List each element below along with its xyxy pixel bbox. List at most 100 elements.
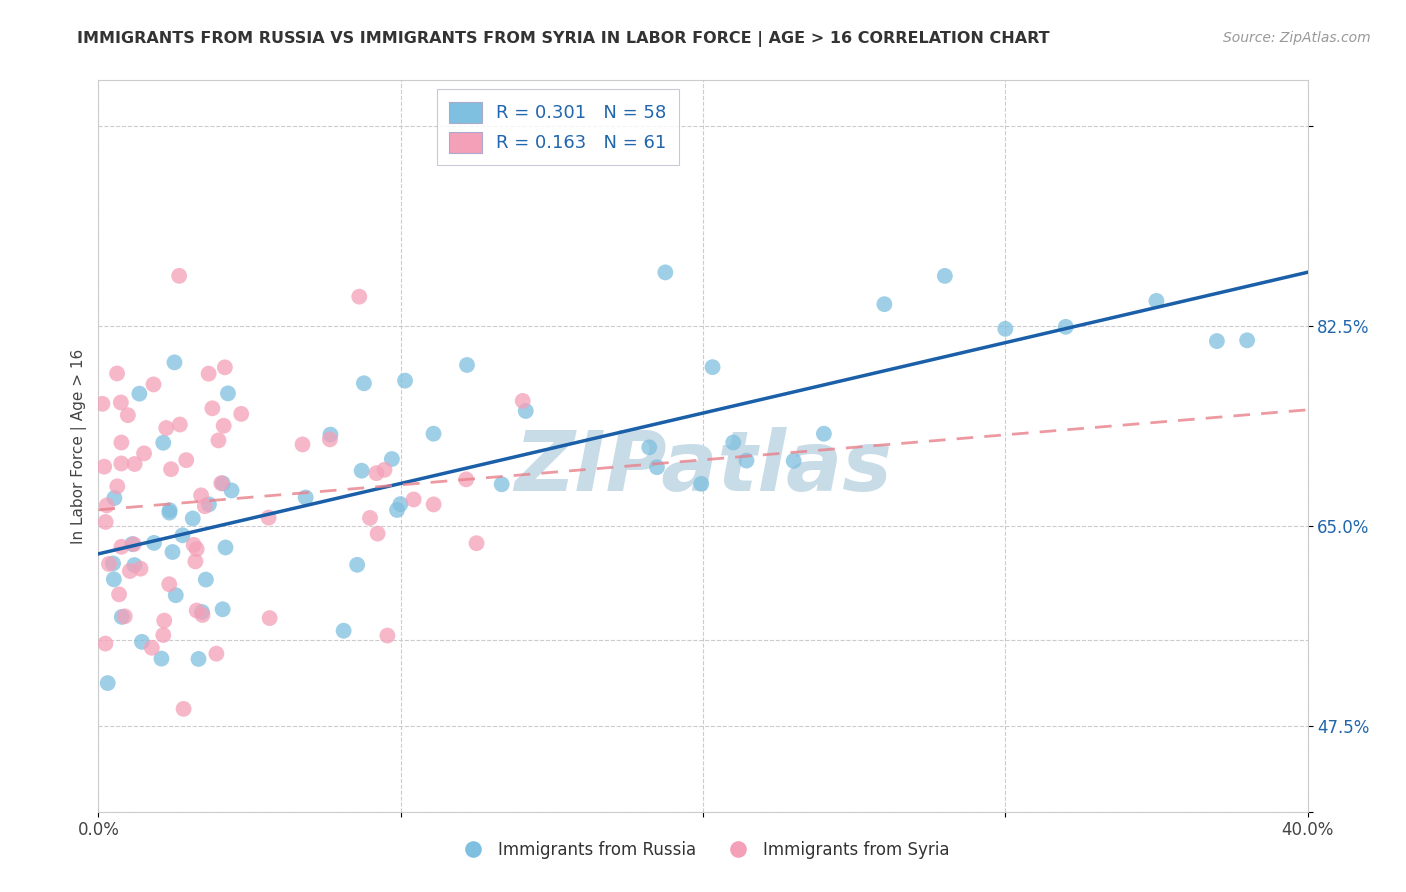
Point xyxy=(212,418,235,433)
Point xyxy=(159,506,181,520)
Point xyxy=(214,360,236,375)
Point xyxy=(377,628,399,642)
Y-axis label: In Labor Force | Age > 16: In Labor Force | Age > 16 xyxy=(72,349,87,543)
Point xyxy=(813,426,835,441)
Point xyxy=(359,511,381,525)
Point xyxy=(153,614,176,628)
Point xyxy=(783,454,806,468)
Point xyxy=(194,573,217,587)
Point xyxy=(118,564,141,578)
Point xyxy=(187,652,209,666)
Point xyxy=(198,497,221,511)
Point xyxy=(105,479,128,493)
Point xyxy=(209,476,232,491)
Point xyxy=(994,322,1017,336)
Point xyxy=(201,401,224,416)
Point xyxy=(96,499,118,513)
Point xyxy=(402,492,425,507)
Point xyxy=(515,404,537,418)
Point xyxy=(367,526,389,541)
Point xyxy=(366,466,388,480)
Point xyxy=(422,497,444,511)
Point xyxy=(181,511,204,525)
Point xyxy=(207,434,229,448)
Point xyxy=(184,554,207,568)
Point xyxy=(349,290,371,304)
Point xyxy=(638,440,661,454)
Point xyxy=(91,397,114,411)
Point xyxy=(690,476,713,491)
Point xyxy=(332,624,354,638)
Point xyxy=(121,537,143,551)
Point xyxy=(162,545,184,559)
Point xyxy=(394,374,416,388)
Point xyxy=(389,497,412,511)
Point xyxy=(214,541,236,555)
Point xyxy=(173,702,195,716)
Point xyxy=(167,268,190,283)
Point xyxy=(132,446,155,460)
Point xyxy=(1144,293,1167,308)
Point xyxy=(155,421,177,435)
Text: IMMIGRANTS FROM RUSSIA VS IMMIGRANTS FROM SYRIA IN LABOR FORCE | AGE > 16 CORREL: IMMIGRANTS FROM RUSSIA VS IMMIGRANTS FRO… xyxy=(77,31,1050,47)
Point xyxy=(385,503,408,517)
Point xyxy=(373,463,395,477)
Point xyxy=(111,610,134,624)
Point xyxy=(93,459,115,474)
Point xyxy=(142,377,165,392)
Point xyxy=(183,538,205,552)
Point xyxy=(97,676,120,690)
Point xyxy=(194,500,217,514)
Point xyxy=(141,640,163,655)
Point xyxy=(124,558,146,573)
Point xyxy=(110,540,132,554)
Point xyxy=(319,433,342,447)
Point xyxy=(124,457,146,471)
Point xyxy=(257,510,280,524)
Point xyxy=(172,528,194,542)
Point xyxy=(103,572,125,586)
Point xyxy=(105,367,128,381)
Point xyxy=(97,557,120,571)
Point xyxy=(259,611,281,625)
Point xyxy=(291,437,314,451)
Point xyxy=(110,435,132,450)
Point xyxy=(101,557,124,571)
Point xyxy=(873,297,896,311)
Point xyxy=(934,268,956,283)
Point xyxy=(94,515,117,529)
Legend: Immigrants from Russia, Immigrants from Syria: Immigrants from Russia, Immigrants from … xyxy=(450,834,956,865)
Point xyxy=(645,460,668,475)
Point xyxy=(456,472,478,486)
Point xyxy=(723,435,745,450)
Point xyxy=(191,605,214,619)
Text: Source: ZipAtlas.com: Source: ZipAtlas.com xyxy=(1223,31,1371,45)
Point xyxy=(129,562,152,576)
Point xyxy=(122,537,145,551)
Point xyxy=(169,417,191,432)
Point xyxy=(205,647,228,661)
Point xyxy=(159,503,181,517)
Point xyxy=(190,488,212,502)
Point xyxy=(512,393,534,408)
Point xyxy=(160,462,183,476)
Point xyxy=(294,491,316,505)
Point xyxy=(103,491,125,505)
Point xyxy=(150,651,173,665)
Point xyxy=(186,542,208,557)
Point xyxy=(163,355,186,369)
Point xyxy=(211,602,233,616)
Point xyxy=(465,536,488,550)
Point xyxy=(221,483,243,498)
Point xyxy=(143,536,166,550)
Point xyxy=(174,453,197,467)
Point xyxy=(350,464,373,478)
Point xyxy=(110,395,132,409)
Point xyxy=(381,452,404,467)
Point xyxy=(702,360,724,375)
Point xyxy=(319,427,342,442)
Point xyxy=(456,358,478,372)
Point xyxy=(346,558,368,572)
Point xyxy=(131,635,153,649)
Point xyxy=(152,628,174,642)
